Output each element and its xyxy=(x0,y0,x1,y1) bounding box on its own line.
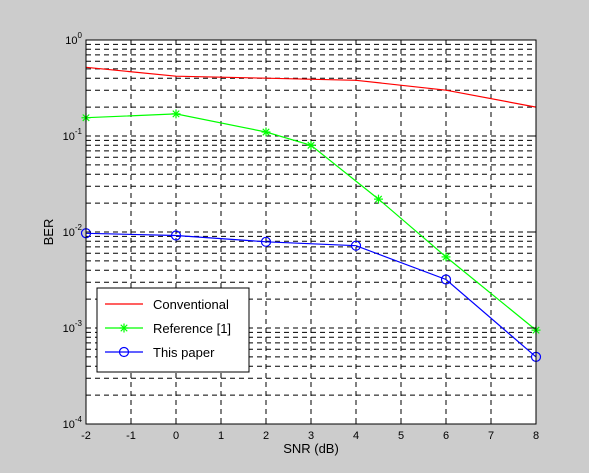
data-point-this-paper xyxy=(260,236,272,247)
data-point-reference-1 xyxy=(171,109,181,119)
data-point-reference-1 xyxy=(441,252,451,262)
series-line-this-paper xyxy=(85,232,537,358)
y-tick-label: 100 xyxy=(65,31,82,47)
y-tick-label: 10-1 xyxy=(63,127,83,143)
data-point-this-paper xyxy=(440,274,452,285)
x-tick-label: 7 xyxy=(488,430,494,442)
data-point-reference-1 xyxy=(261,127,271,137)
series-line-conventional xyxy=(85,66,537,108)
legend-label-this-paper: This paper xyxy=(153,345,215,360)
data-point-this-paper xyxy=(350,240,362,251)
data-point-reference-1 xyxy=(306,140,316,150)
x-axis-label: SNR (dB) xyxy=(283,441,339,456)
y-axis-label: BER xyxy=(41,219,56,246)
axis-ticks: -2 -1 0 1 2 3 4 5 6 7 8 10-4 10-3 10-2 10-1 100 xyxy=(63,31,539,442)
legend: Conventional Reference [1] This paper xyxy=(96,287,250,373)
y-tick-label: 10-3 xyxy=(63,319,83,335)
plot-series xyxy=(80,66,542,362)
data-point-reference-1 xyxy=(374,194,383,204)
data-point-this-paper xyxy=(170,230,182,241)
legend-marker-this-paper xyxy=(118,346,130,358)
legend-label-conventional: Conventional xyxy=(153,297,229,312)
x-tick-label: 1 xyxy=(218,430,224,442)
x-tick-label: -1 xyxy=(126,430,136,442)
x-tick-label: 4 xyxy=(353,430,359,442)
y-tick-label: 10-4 xyxy=(63,415,83,431)
legend-marker-reference-1 xyxy=(119,323,129,333)
x-tick-label: 0 xyxy=(173,430,179,442)
x-tick-label: 3 xyxy=(308,430,314,442)
x-tick-label: 2 xyxy=(263,430,269,442)
x-tick-label: -2 xyxy=(81,430,91,442)
x-tick-label: 6 xyxy=(443,430,449,442)
legend-label-reference-1: Reference [1] xyxy=(153,321,231,336)
y-tick-label: 10-2 xyxy=(63,223,83,239)
x-tick-label: 5 xyxy=(398,430,404,442)
x-tick-label: 8 xyxy=(533,430,539,442)
